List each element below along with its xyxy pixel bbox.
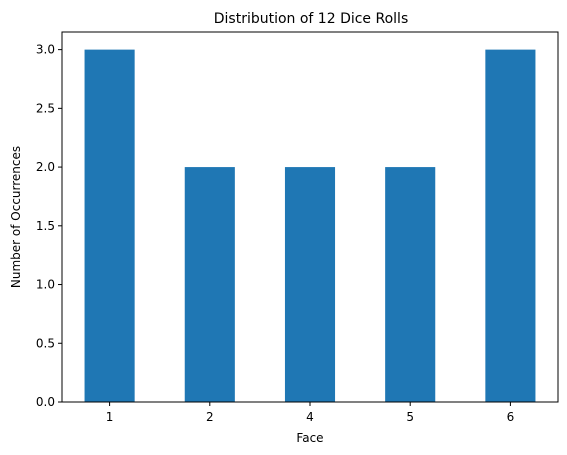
y-tick-label: 0.5 (36, 336, 55, 350)
x-axis-label: Face (296, 431, 323, 445)
x-tick-label: 5 (406, 410, 414, 424)
x-tick-label: 4 (306, 410, 314, 424)
y-tick-label: 3.0 (36, 43, 55, 57)
y-axis-ticks: 0.0 0.5 1.0 1.5 2.0 2.5 3.0 (36, 43, 62, 409)
plot-frame (61, 31, 559, 403)
bar-face-6 (485, 49, 536, 403)
y-tick-label: 2.0 (36, 160, 55, 174)
bars-layer (84, 49, 536, 403)
bar-face-1 (84, 49, 135, 403)
chart-title: Distribution of 12 Dice Rolls (214, 11, 409, 27)
y-axis-label: Number of Occurrences (9, 146, 23, 288)
x-tick-label: 2 (206, 410, 214, 424)
x-tick-label: 1 (106, 410, 114, 424)
x-tick-label: 6 (507, 410, 515, 424)
x-axis-ticks: 1 2 4 5 6 (106, 402, 514, 424)
bar-face-2 (184, 167, 235, 402)
y-tick-label: 0.0 (36, 395, 55, 409)
bar-face-5 (385, 167, 436, 402)
y-tick-label: 1.0 (36, 278, 55, 292)
y-tick-label: 1.5 (36, 219, 55, 233)
bar-face-4 (284, 167, 336, 402)
y-tick-label: 2.5 (36, 101, 55, 115)
